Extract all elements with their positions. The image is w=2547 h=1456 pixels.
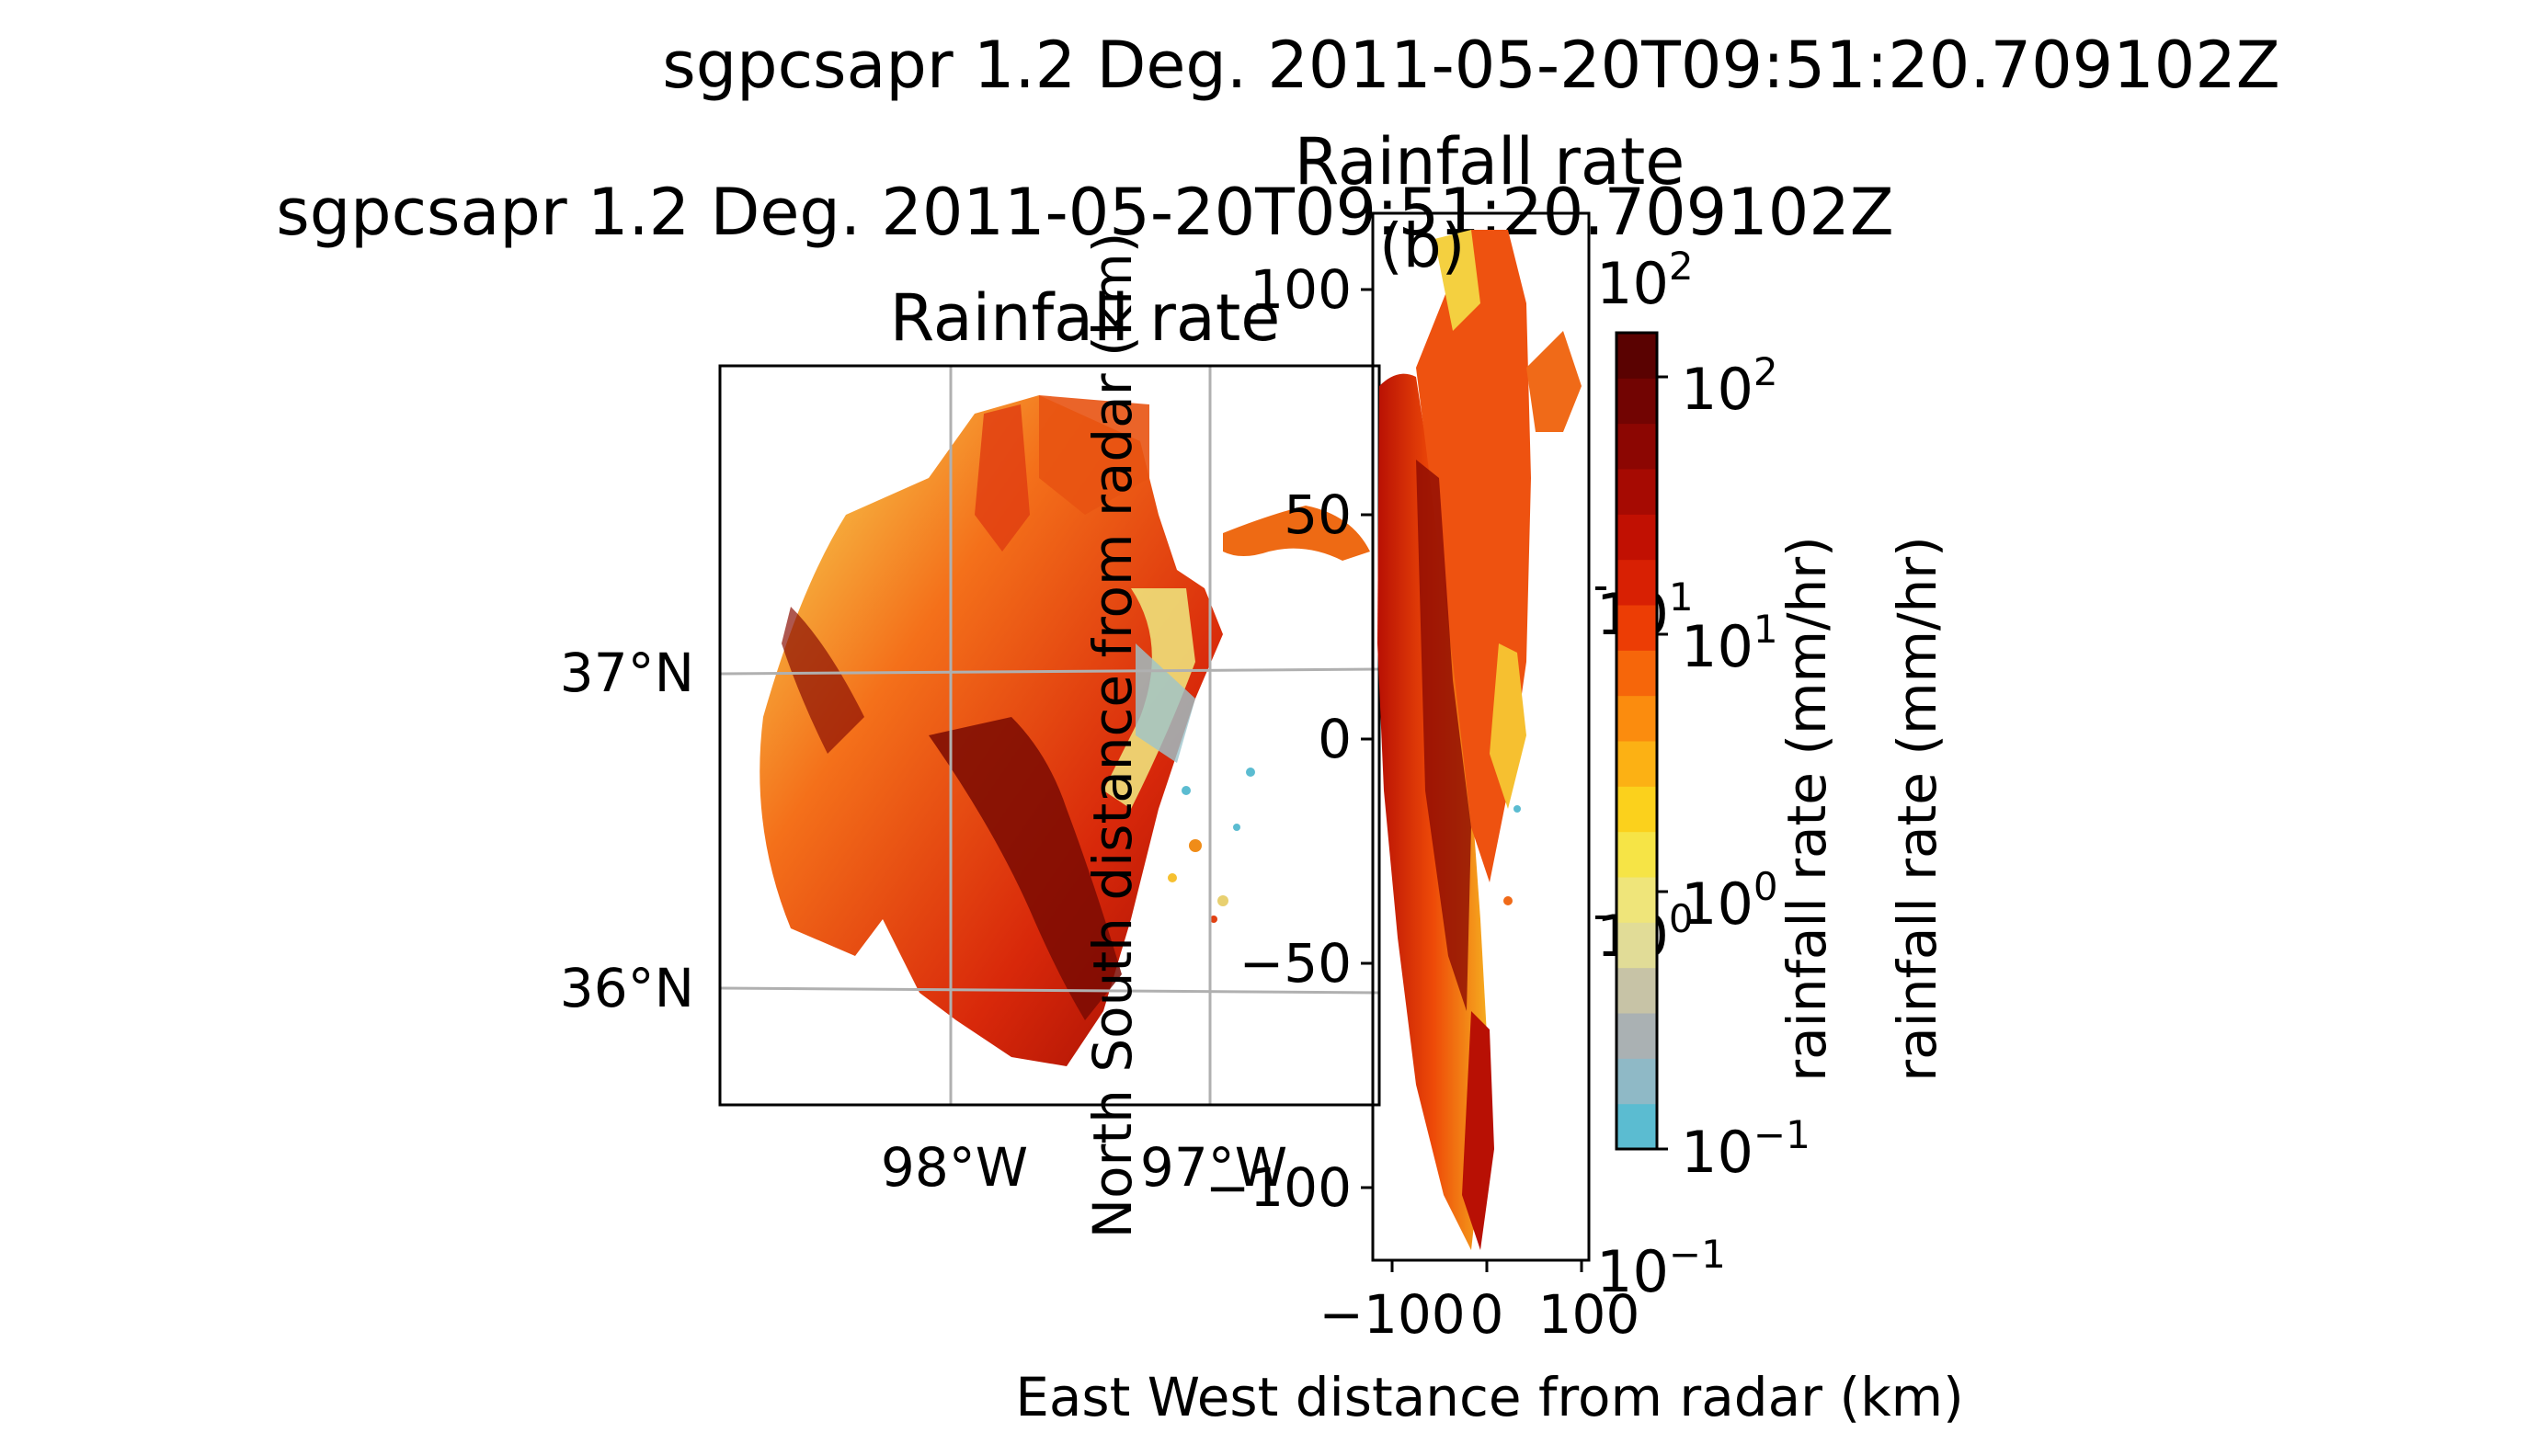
- colorbar-band: [1616, 378, 1657, 425]
- colorbar-band: [1616, 741, 1657, 787]
- xy-y-tick-neg50: −50: [1239, 932, 1352, 995]
- colorbar-band: [1616, 423, 1657, 470]
- xy-rain-field: [1377, 230, 1582, 1251]
- colorbar-tick-1e-1: 10−1: [1681, 1112, 1810, 1186]
- colorbar-band: [1616, 922, 1657, 969]
- xy-panel-label: (b): [1379, 210, 1465, 281]
- colorbar-band: [1616, 786, 1657, 833]
- colorbar-band: [1616, 1058, 1657, 1105]
- colorbar-band: [1616, 831, 1657, 878]
- map-rain-field: [760, 395, 1370, 1066]
- colorbar-tick-1e2: 102: [1681, 349, 1778, 423]
- stray-colorbar-label: rainfall rate (mm/hr): [1886, 536, 1948, 1082]
- colorbar-band: [1616, 469, 1657, 515]
- map-lat-tick-36n: 36°N: [560, 957, 694, 1019]
- colorbar-bands: [1616, 333, 1657, 1150]
- xy-x-tick-0: 0: [1470, 1283, 1504, 1346]
- colorbar-label: rainfall rate (mm/hr): [1776, 536, 1838, 1082]
- map-lon-tick-97w: 97°W: [1140, 1136, 1287, 1199]
- map-lat-tick-37n: 37°N: [560, 642, 694, 704]
- colorbar-band: [1616, 605, 1657, 651]
- map-frame: [718, 364, 1381, 1107]
- xy-y-tick-0: 0: [1318, 708, 1352, 770]
- map-lon-tick-98w: 98°W: [881, 1136, 1028, 1199]
- colorbar-tick-1e1: 101: [1681, 607, 1778, 680]
- colorbar-band: [1616, 514, 1657, 561]
- xy-y-ticks: 100 50 0 −50 −100: [1205, 258, 1373, 1219]
- xy-y-tick-neg100: −100: [1205, 1156, 1352, 1219]
- xy-x-tick-neg100: −100: [1319, 1283, 1465, 1346]
- xy-frame: [1371, 211, 1591, 1262]
- colorbar-band: [1616, 877, 1657, 923]
- xy-y-tick-100: 100: [1250, 258, 1352, 321]
- colorbar-band: [1616, 1013, 1657, 1059]
- xy-title-line2: Rainfall rate: [1295, 124, 1685, 199]
- colorbar-band: [1616, 333, 1657, 379]
- xy-x-axis-label: East West distance from radar (km): [1015, 1366, 1964, 1428]
- colorbar-band: [1616, 559, 1657, 606]
- xy-y-tick-50: 50: [1284, 483, 1352, 546]
- map-grid-36N: [719, 986, 1380, 995]
- colorbar-band: [1616, 967, 1657, 1014]
- map-panel: 37°N 36°N 98°W 97°W sgpcsapr 1.2 Deg. 20…: [276, 175, 1894, 1199]
- colorbar-tick-1e0: 100: [1681, 864, 1778, 938]
- xy-x-tick-100: 100: [1538, 1283, 1640, 1346]
- colorbar: 102 101 100 10−1 rainfall rate (mm/hr): [1615, 331, 1838, 1186]
- colorbar-band: [1616, 695, 1657, 742]
- colorbar-band: [1616, 650, 1657, 697]
- xy-y-axis-label: North South distance from radar (km): [1081, 233, 1144, 1239]
- map-title-line1: sgpcsapr 1.2 Deg. 2011-05-20T09:51:20.70…: [276, 175, 1894, 250]
- stray-tick-1e2: 102: [1596, 244, 1694, 317]
- stray-tick-1e-1: 10−1: [1596, 1232, 1726, 1305]
- xy-title-line1: sgpcsapr 1.2 Deg. 2011-05-20T09:51:20.70…: [662, 28, 2280, 103]
- xy-x-ticks: −100 0 100: [1319, 1260, 1639, 1346]
- colorbar-frame: [1615, 331, 1659, 1151]
- map-title-line2: Rainfall rate: [890, 280, 1281, 356]
- colorbar-band: [1616, 1103, 1657, 1150]
- map-grid-37N: [719, 667, 1380, 676]
